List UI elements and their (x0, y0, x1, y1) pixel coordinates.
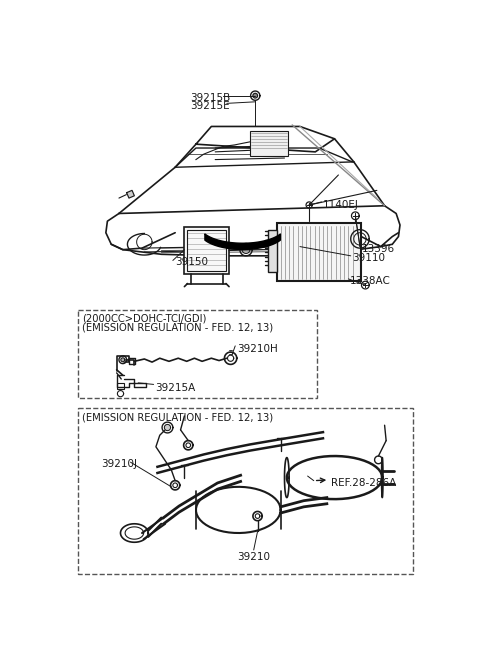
Text: 13396: 13396 (361, 243, 395, 253)
Text: 39110: 39110 (352, 253, 385, 263)
Text: 39215E: 39215E (191, 101, 230, 111)
Bar (250, 131, 288, 155)
Polygon shape (253, 93, 258, 98)
Bar (188, 230, 226, 271)
Bar (277, 224, 361, 281)
Bar (267, 230, 277, 272)
Text: 1140EJ: 1140EJ (323, 200, 359, 211)
Text: (2000CC>DOHC-TCI/GDI): (2000CC>DOHC-TCI/GDI) (82, 314, 206, 323)
Text: 39210H: 39210H (237, 344, 277, 354)
Bar (184, 226, 229, 274)
Bar (78, 408, 413, 574)
Text: (EMISSION REGULATION - FED. 12, 13): (EMISSION REGULATION - FED. 12, 13) (82, 412, 273, 422)
Polygon shape (127, 190, 134, 198)
Text: REF.28-286A: REF.28-286A (331, 478, 396, 488)
Text: 39210J: 39210J (101, 459, 137, 469)
Polygon shape (164, 424, 170, 430)
Bar (78, 310, 317, 398)
Bar (117, 383, 124, 389)
Text: 1338AC: 1338AC (350, 276, 391, 286)
Text: 39150: 39150 (175, 257, 208, 268)
Text: (EMISSION REGULATION - FED. 12, 13): (EMISSION REGULATION - FED. 12, 13) (82, 322, 273, 332)
Text: 39210: 39210 (237, 552, 270, 562)
Text: 39215B: 39215B (191, 92, 231, 102)
Polygon shape (121, 358, 125, 361)
Text: 39215A: 39215A (155, 383, 195, 393)
